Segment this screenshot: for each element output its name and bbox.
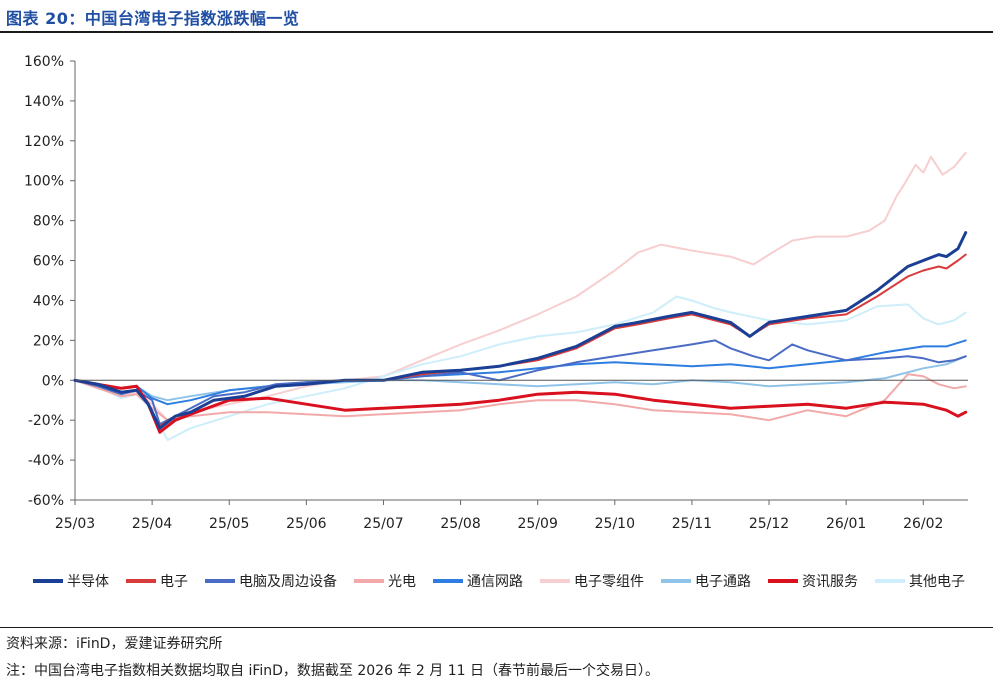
legend-label: 通信网路 <box>467 574 523 590</box>
y-axis: -60% -40% -20% 0% 20% 40% 60% 80% 100% 120% 140% 16… <box>24 54 76 509</box>
legend-label: 电子零组件 <box>574 574 644 590</box>
series-line-6 <box>74 355 967 402</box>
y-tick-label: -20% <box>28 413 64 429</box>
x-tick-label: 25/11 <box>672 516 712 532</box>
legend-label: 半导体 <box>67 574 109 590</box>
legend-swatch <box>540 579 570 583</box>
series-line-8 <box>74 295 967 442</box>
y-tick-label: 0% <box>42 373 64 389</box>
legend-swatch <box>875 579 905 583</box>
x-tick-label: 25/03 <box>55 516 95 532</box>
y-tick-label: -40% <box>28 453 64 469</box>
series-line-7 <box>73 378 968 434</box>
x-tick-label: 26/01 <box>826 516 866 532</box>
series-line-0 <box>73 231 968 430</box>
x-tick-label: 25/04 <box>132 516 172 532</box>
x-tick-label: 25/08 <box>440 516 480 532</box>
legend-item: 资讯服务 <box>768 571 858 591</box>
x-tick-label: 26/02 <box>903 516 943 532</box>
y-tick-label: 40% <box>33 293 64 309</box>
legend-swatch <box>661 579 691 583</box>
legend-item: 电脑及周边设备 <box>205 571 337 591</box>
legend-label: 电脑及周边设备 <box>239 574 337 590</box>
x-tick-label: 25/09 <box>518 516 558 532</box>
series-line-4 <box>74 339 967 406</box>
legend-item: 其他电子 <box>875 571 965 591</box>
legend-label: 电子 <box>160 574 188 590</box>
legend-label: 光电 <box>388 574 416 590</box>
figure-title: 图表 20：中国台湾电子指数涨跌幅一览 <box>6 9 300 28</box>
y-tick-label: 60% <box>33 254 64 270</box>
footer-rule <box>0 627 993 628</box>
y-tick-label: 80% <box>33 214 64 230</box>
source-note: 资料来源：iFinD，爱建证券研究所 <box>6 636 223 652</box>
y-tick-label: 20% <box>33 333 64 349</box>
legend-swatch <box>205 579 235 583</box>
legend-label: 电子通路 <box>695 574 751 590</box>
x-tick-label: 25/06 <box>286 516 326 532</box>
legend: 半导体 电子 电脑及周边设备 光电 通信网路 电子零组件 电子通路 资讯服务 其他电子 <box>0 569 998 593</box>
y-tick-label: 100% <box>24 174 64 190</box>
x-axis: 25/03 25/04 25/05 25/06 25/07 25/08 25/09 25/10… <box>55 499 968 532</box>
legend-swatch <box>33 579 63 583</box>
line-chart: -60% -40% -20% 0% 20% 40% 60% 80% 100% 120% 140% 16… <box>24 54 968 532</box>
x-tick-label: 25/07 <box>363 516 403 532</box>
legend-item: 电子通路 <box>661 571 751 591</box>
legend-label: 其他电子 <box>909 574 965 590</box>
legend-item: 电子 <box>126 571 188 591</box>
x-tick-label: 25/10 <box>595 516 635 532</box>
x-tick-label: 25/05 <box>209 516 249 532</box>
y-tick-label: -60% <box>28 493 64 509</box>
legend-item: 电子零组件 <box>540 571 644 591</box>
y-tick-label: 160% <box>24 54 64 70</box>
title-rule <box>0 31 993 33</box>
legend-item: 光电 <box>354 571 416 591</box>
x-tick-label: 25/12 <box>749 516 789 532</box>
y-tick-label: 120% <box>24 134 64 150</box>
series-lines <box>73 151 968 442</box>
legend-item: 通信网路 <box>433 571 523 591</box>
legend-swatch <box>126 579 156 583</box>
footnote: 注：中国台湾电子指数相关数据均取自 iFinD，数据截至 2026 年 2 月 … <box>6 663 659 679</box>
series-line-3 <box>74 373 967 422</box>
y-tick-label: 140% <box>24 94 64 110</box>
legend-swatch <box>354 579 384 583</box>
legend-label: 资讯服务 <box>802 574 858 590</box>
legend-swatch <box>768 579 798 583</box>
legend-swatch <box>433 579 463 583</box>
legend-item: 半导体 <box>33 571 109 591</box>
